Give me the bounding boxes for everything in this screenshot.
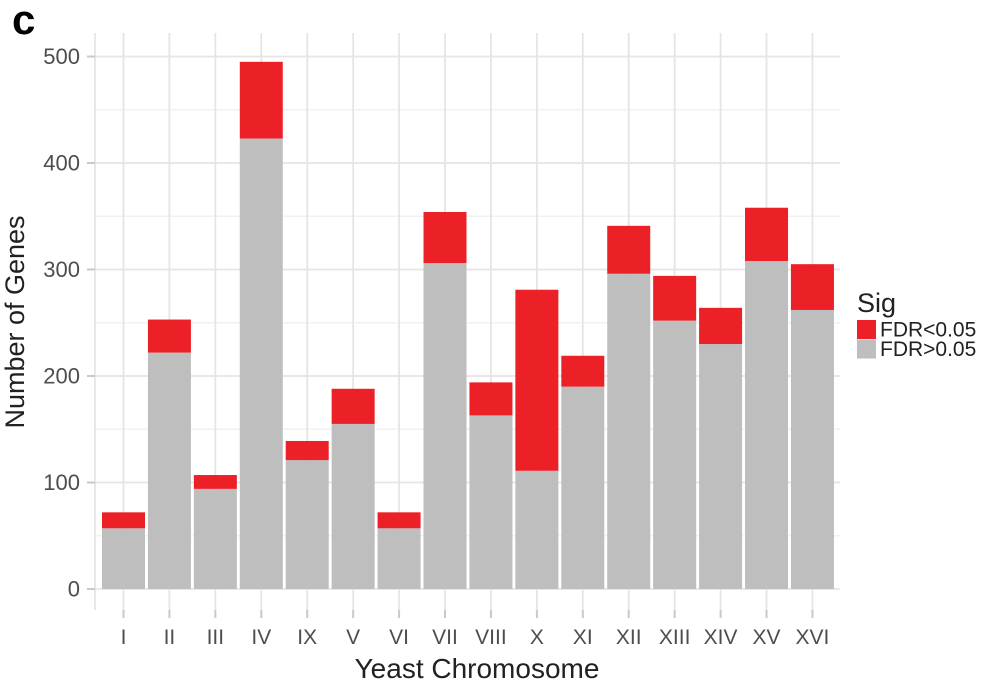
x-tick-label-xv: XV [753,626,781,649]
bar-segment-fdr-lt-005-iii [193,475,237,489]
bar-segment-fdr-lt-005-xv [745,207,789,261]
panel-letter-label: c [12,0,36,43]
bar-segment-fdr-lt-005-i [102,512,145,529]
x-tick-label-ii: II [164,626,176,649]
x-tick-label-xi: XI [573,626,593,649]
bar-segment-fdr-lt-005-vii [423,211,467,264]
x-tick-label-xvi: XVI [796,626,830,649]
bar-segment-fdr-gt-005-xvi [790,309,834,589]
bar-segment-fdr-gt-005-iv [239,138,283,589]
x-tick-label-xii: XII [616,626,642,649]
legend-swatch-red [857,320,876,339]
axis-tick-marks [87,55,814,618]
x-tick-label-v: V [346,626,360,649]
x-axis-tick-labels: I II III IV IX V VI VII VIII X XI XII XIII XIV XV XVI [121,626,830,649]
y-tick-label: 200 [43,364,80,389]
bar-segment-fdr-lt-005-ix [285,440,329,461]
bar-segment-fdr-lt-005-iv [239,61,283,139]
legend-label: FDR>0.05 [880,338,976,361]
x-tick-label-vii: VII [432,626,458,649]
y-axis-title: Number of Genes [0,215,30,428]
bar-segment-fdr-gt-005-xiii [653,320,697,589]
bar-segment-fdr-gt-005-xi [561,386,605,589]
x-tick-label-xiii: XIII [659,626,691,649]
bar-segment-fdr-lt-005-x [515,289,559,471]
x-tick-label-x: X [530,626,544,649]
bar-segment-fdr-lt-005-viii [469,382,513,416]
bar-segment-fdr-gt-005-i [102,528,145,589]
bar-segment-fdr-lt-005-xi [561,355,605,387]
bar-segment-fdr-gt-005-v [331,423,375,589]
legend-title: Sig [857,288,896,318]
bar-segment-fdr-gt-005-x [515,470,559,589]
y-tick-label: 400 [43,151,80,176]
y-tick-label: 0 [68,577,80,602]
legend-swatch-gray [857,339,876,359]
y-tick-label: 300 [43,257,80,282]
bar-segment-fdr-lt-005-xiv [699,307,743,345]
x-tick-label-iii: III [207,626,225,649]
x-tick-label-i: I [121,626,127,649]
y-axis-tick-labels: 0 100 200 300 400 500 [43,44,80,602]
y-tick-label: 100 [43,470,80,495]
bar-series [102,61,834,589]
bar-segment-fdr-gt-005-vi [377,528,421,589]
bar-segment-fdr-gt-005-vii [423,263,467,589]
bar-segment-fdr-gt-005-xiv [699,344,743,589]
x-tick-label-vi: VI [389,626,409,649]
bar-segment-fdr-gt-005-ii [147,352,191,589]
x-tick-label-viii: VIII [475,626,507,649]
bar-segment-fdr-lt-005-vi [377,512,421,529]
legend-label: FDR<0.05 [880,319,976,342]
bar-segment-fdr-gt-005-iii [193,488,237,589]
bar-segment-fdr-lt-005-xii [607,225,651,274]
x-tick-label-xiv: XIV [704,626,738,649]
x-tick-label-iv: IV [251,626,271,649]
bar-segment-fdr-gt-005-viii [469,415,513,589]
bar-segment-fdr-gt-005-xii [607,273,651,589]
bar-segment-fdr-lt-005-xvi [790,264,834,310]
bar-segment-fdr-gt-005-ix [285,460,329,589]
x-tick-label-ix: IX [297,626,317,649]
x-axis-title: Yeast Chromosome [355,653,600,684]
bar-segment-fdr-lt-005-xiii [653,275,697,321]
bar-segment-fdr-lt-005-ii [147,319,191,353]
bar-segment-fdr-gt-005-xv [745,260,789,589]
y-tick-label: 500 [43,44,80,69]
bar-segment-fdr-lt-005-v [331,388,375,424]
